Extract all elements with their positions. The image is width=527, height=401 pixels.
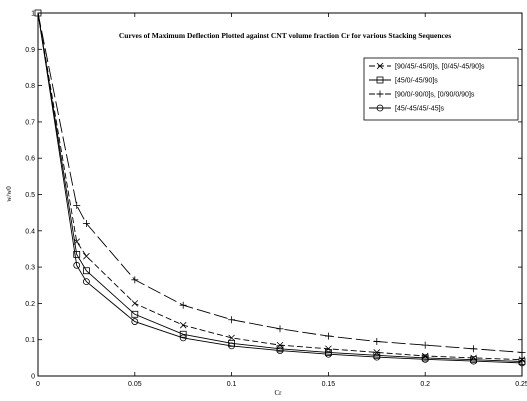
y-tick-label: 0.1 bbox=[25, 337, 35, 344]
series-1-point bbox=[228, 334, 235, 342]
series-line-1 bbox=[37, 12, 523, 361]
y-tick-label: 1 bbox=[31, 11, 35, 18]
series-4-point bbox=[83, 278, 90, 286]
series-4-point bbox=[421, 355, 429, 363]
series-2-point bbox=[73, 250, 81, 258]
series-3-point bbox=[373, 338, 381, 346]
series-1-point bbox=[179, 321, 187, 329]
series-layer bbox=[34, 9, 526, 367]
series-3-point bbox=[518, 348, 526, 356]
y-tick-label: 0.2 bbox=[25, 301, 35, 308]
chart-title: Curves of Maximum Deflection Plotted aga… bbox=[119, 31, 451, 40]
series-4-point bbox=[179, 334, 187, 342]
series-2-point bbox=[179, 330, 187, 338]
x-axis-label: Cr bbox=[275, 389, 283, 396]
x-tick-label: 0.15 bbox=[322, 381, 336, 388]
series-1-point bbox=[325, 345, 332, 353]
y-tick-label: 0.9 bbox=[25, 47, 35, 54]
y-axis-label: w/w0 bbox=[5, 186, 13, 202]
legend-label-1: [90/45/-45/0]s, [0/45/-45/90]s bbox=[395, 64, 485, 71]
x-tick-label: 0 bbox=[36, 381, 40, 388]
series-3-point bbox=[73, 201, 81, 209]
series-4-point bbox=[276, 347, 284, 354]
series-2-point bbox=[324, 349, 332, 356]
legend-marker-3 bbox=[376, 90, 384, 98]
series-4-point bbox=[73, 261, 81, 269]
series-line-3 bbox=[37, 12, 523, 353]
series-2-point bbox=[373, 351, 381, 359]
legend-marker-4 bbox=[376, 104, 384, 112]
x-tick-label: 0.1 bbox=[227, 381, 237, 388]
series-1-point bbox=[83, 252, 90, 260]
x-tick-label: 0.05 bbox=[128, 381, 142, 388]
axis-ticks: 0 0.05 0.1 0.15 0.2 0.25 0 0.1 0.2 0.3 0.4 0.5 0.6 0.… bbox=[25, 11, 527, 389]
legend-marker-2 bbox=[376, 76, 384, 84]
series-4-point bbox=[470, 357, 478, 365]
legend: [90/45/-45/0]s, [0/45/-45/90]s [45/0/-45/… bbox=[363, 57, 519, 121]
y-tick-label: 0.6 bbox=[25, 156, 35, 163]
legend-label-2: [45/0/-45/90]s bbox=[395, 78, 438, 85]
y-tick-label: 0 bbox=[31, 374, 35, 381]
series-4-point bbox=[373, 353, 381, 361]
x-tick-label: 0.25 bbox=[515, 381, 527, 388]
y-tick-label: 0.8 bbox=[25, 83, 35, 90]
series-3-point bbox=[131, 276, 139, 284]
legend-label-3: [90/0/-90/0]s, [0/90/0/90]s bbox=[395, 92, 475, 99]
x-tick-label: 0.2 bbox=[420, 381, 430, 388]
series-3-point bbox=[324, 332, 332, 340]
series-4-point bbox=[324, 350, 332, 358]
y-tick-label: 0.4 bbox=[25, 228, 35, 235]
series-1-point bbox=[276, 341, 284, 349]
series-3-point bbox=[421, 341, 429, 349]
series-4-point bbox=[518, 359, 526, 367]
y-tick-label: 0.5 bbox=[25, 192, 35, 199]
series-1-point bbox=[131, 300, 139, 307]
series-2-point bbox=[131, 310, 139, 318]
series-3-point bbox=[276, 325, 284, 333]
series-3-point bbox=[228, 316, 236, 324]
series-2-point bbox=[83, 267, 90, 275]
series-2-point bbox=[34, 9, 42, 17]
series-4-point bbox=[228, 342, 236, 350]
y-tick-label: 0.7 bbox=[25, 119, 35, 126]
series-3-point bbox=[470, 345, 478, 353]
series-3-point bbox=[82, 220, 90, 228]
series-2-point bbox=[276, 345, 284, 353]
series-3-point bbox=[179, 301, 187, 309]
series-4-point bbox=[131, 318, 139, 325]
y-tick-label: 0.3 bbox=[25, 265, 35, 272]
legend-label-4: [45/-45/45/-45]s bbox=[395, 106, 445, 113]
legend-marker-1 bbox=[376, 62, 384, 70]
legend-box bbox=[363, 57, 519, 121]
